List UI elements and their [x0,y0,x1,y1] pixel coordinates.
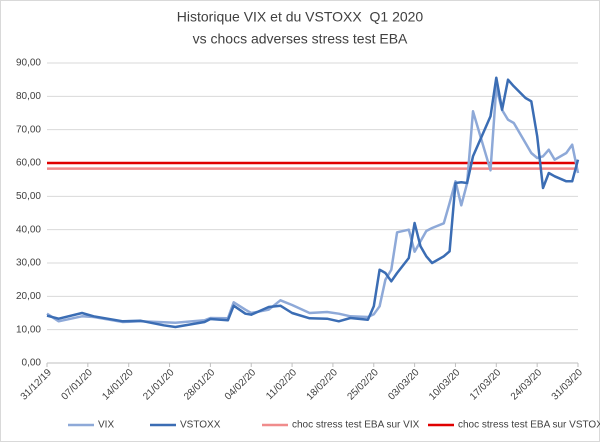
chart-title: Historique VIX et du VSTOXX Q1 2020 [177,9,424,25]
y-tick-label: 50,00 [16,191,41,202]
y-tick-label: 20,00 [16,291,41,302]
y-tick-label: 90,00 [16,58,41,69]
y-tick-label: 70,00 [16,124,41,135]
legend-label: choc stress test EBA sur VSTOXX [458,420,600,431]
y-tick-label: 60,00 [16,158,41,169]
y-tick-label: 0,00 [22,358,42,369]
legend-label: VIX [98,420,114,431]
y-tick-label: 10,00 [16,324,41,335]
y-tick-label: 40,00 [16,224,41,235]
legend-label: VSTOXX [180,420,221,431]
line-series [46,76,580,329]
legend-label: choc stress test EBA sur VIX [292,420,420,431]
y-tick-label: 80,00 [16,91,41,102]
chart-subtitle: vs chocs adverses stress test EBA [193,31,408,47]
y-tick-label: 30,00 [16,258,41,269]
